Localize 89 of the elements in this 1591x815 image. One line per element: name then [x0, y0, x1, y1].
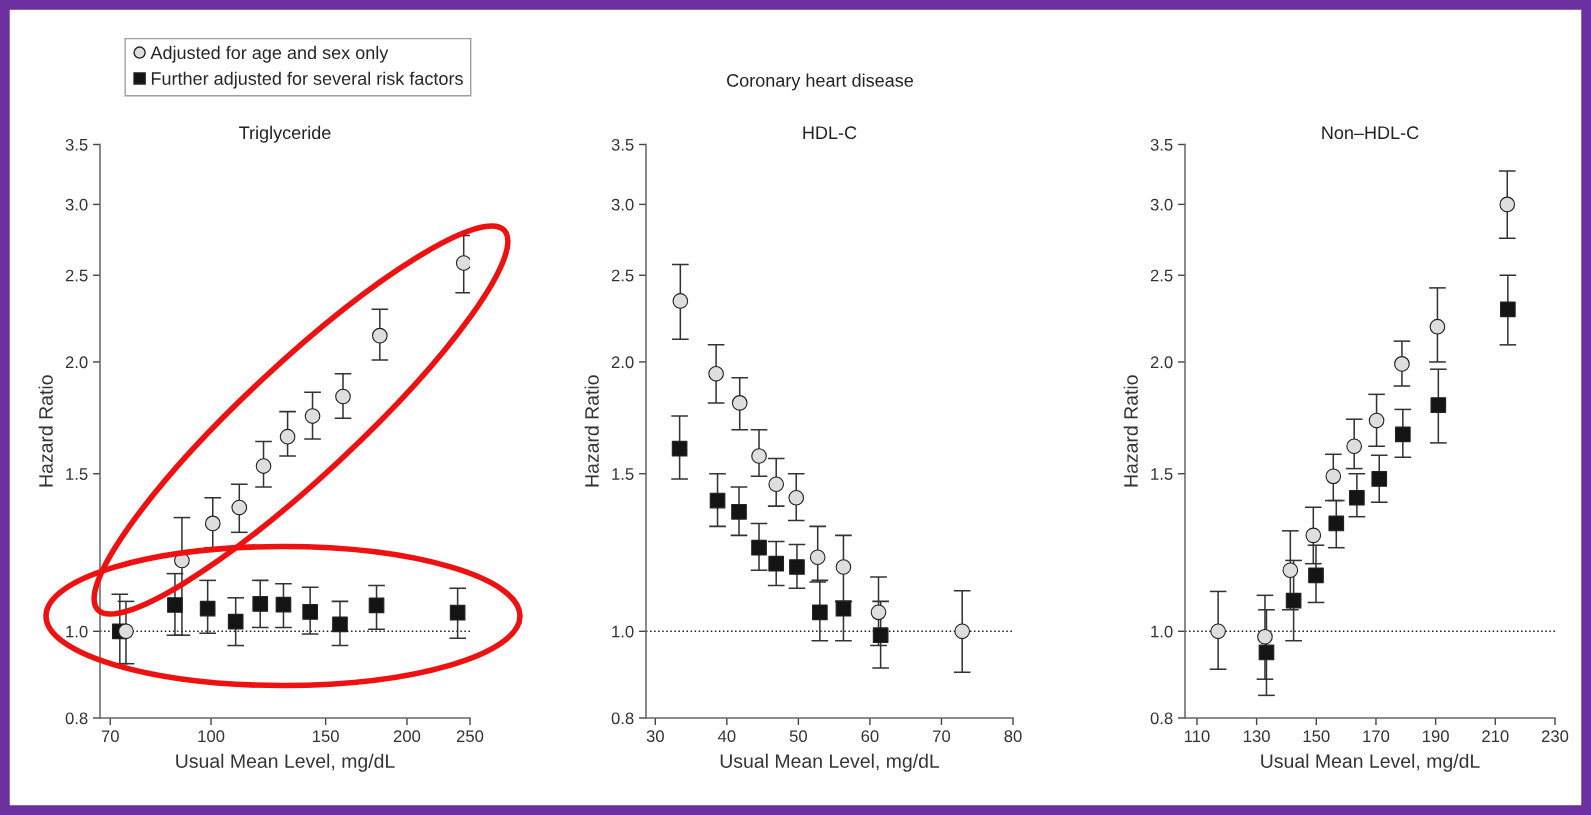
point	[812, 604, 828, 621]
chart-title: Non–HDL-C	[1322, 126, 1419, 140]
x-tick-label: 230	[1541, 730, 1569, 743]
y-tick-label: 1.5	[66, 468, 88, 480]
x-axis-title: Usual Mean Level, mg/dL	[1261, 753, 1480, 772]
x-tick-label: 60	[861, 730, 879, 743]
x-tick-label: 70	[933, 730, 951, 743]
point	[788, 489, 805, 506]
x-tick-label: 110	[1184, 730, 1210, 743]
point	[835, 559, 852, 575]
point	[1346, 438, 1363, 455]
point	[672, 293, 689, 309]
x-axis-title: Usual Mean Level, mg/dL	[720, 753, 940, 772]
point	[954, 623, 971, 640]
point	[1210, 623, 1226, 640]
y-tick-label: 0.8	[65, 712, 88, 725]
point	[751, 539, 767, 556]
point	[671, 440, 688, 457]
point	[1308, 567, 1324, 584]
point	[731, 503, 747, 520]
point	[1258, 644, 1275, 661]
point	[751, 448, 767, 464]
legend-label: Further adjusted for several risk factors	[151, 71, 463, 89]
y-tick-label: 1.0	[66, 625, 88, 638]
y-tick-label: 1.5	[1151, 468, 1173, 480]
x-tick-label: 150	[313, 730, 339, 743]
point	[870, 604, 887, 621]
y-tick-label: 2.0	[65, 356, 88, 369]
point	[1500, 301, 1516, 318]
point	[1368, 412, 1385, 429]
y-tick-label: 3.5	[611, 138, 634, 151]
y-axis-title: Hazard Ratio	[38, 375, 53, 487]
y-tick-label: 0.8	[611, 712, 634, 725]
x-tick-label: 210	[1482, 730, 1509, 743]
x-tick-label: 150	[1303, 730, 1330, 743]
point	[1349, 489, 1365, 506]
x-tick-label: 80	[1004, 730, 1022, 743]
y-tick-label: 3.5	[65, 138, 88, 151]
point	[768, 555, 785, 572]
y-tick-label: 1.0	[1151, 625, 1173, 638]
point	[1282, 562, 1299, 579]
point	[872, 627, 889, 644]
x-tick-label: 100	[198, 730, 225, 743]
point	[789, 559, 805, 575]
point	[768, 476, 785, 493]
x-tick-label: 130	[1243, 730, 1270, 743]
point	[1257, 628, 1273, 645]
y-axis-title: Hazard Ratio	[1123, 375, 1138, 487]
text: Coronary heart disease	[727, 73, 913, 91]
y-tick-label: 2.5	[1150, 269, 1173, 282]
point	[1499, 196, 1516, 213]
y-axis-title: Hazard Ratio	[584, 375, 599, 487]
x-tick-label: 40	[717, 730, 736, 743]
x-tick-label: 30	[646, 730, 664, 743]
point	[809, 549, 826, 566]
x-tick-label: 200	[393, 730, 421, 743]
point	[835, 600, 852, 617]
x-axis-title: Usual Mean Level, mg/dL	[176, 753, 395, 772]
x-tick-label: 250	[456, 730, 484, 743]
x-tick-label: 170	[1363, 730, 1390, 743]
chart-title: Triglyceride	[239, 125, 331, 143]
point	[709, 492, 726, 509]
y-tick-label: 2.0	[1150, 356, 1173, 369]
point	[1328, 515, 1345, 532]
point	[1285, 592, 1302, 609]
x-tick-label: 50	[789, 730, 807, 743]
chart-title: HDL-C	[803, 126, 857, 140]
y-tick-label: 2.5	[65, 269, 88, 282]
point	[731, 395, 748, 411]
x-tick-label: 70	[101, 730, 119, 743]
point	[1429, 318, 1446, 335]
y-tick-label: 3.0	[1150, 198, 1173, 211]
x-tick-label: 190	[1423, 730, 1449, 743]
point	[1394, 426, 1411, 443]
y-tick-label: 0.8	[1150, 712, 1173, 725]
point	[1305, 527, 1322, 544]
point	[708, 365, 724, 382]
y-tick-label: 1.5	[612, 468, 634, 480]
y-tick-label: 2.0	[611, 356, 634, 369]
point	[1325, 468, 1342, 485]
point	[1430, 397, 1447, 413]
point	[1371, 471, 1388, 487]
y-tick-label: 2.5	[611, 269, 634, 282]
y-tick-label: 3.0	[611, 198, 634, 211]
y-tick-label: 3.5	[1150, 138, 1173, 151]
legend-label: Adjusted for age and sex only	[150, 45, 389, 63]
y-tick-label: 3.0	[65, 198, 88, 211]
y-tick-label: 1.0	[612, 625, 634, 638]
point	[1394, 356, 1410, 372]
